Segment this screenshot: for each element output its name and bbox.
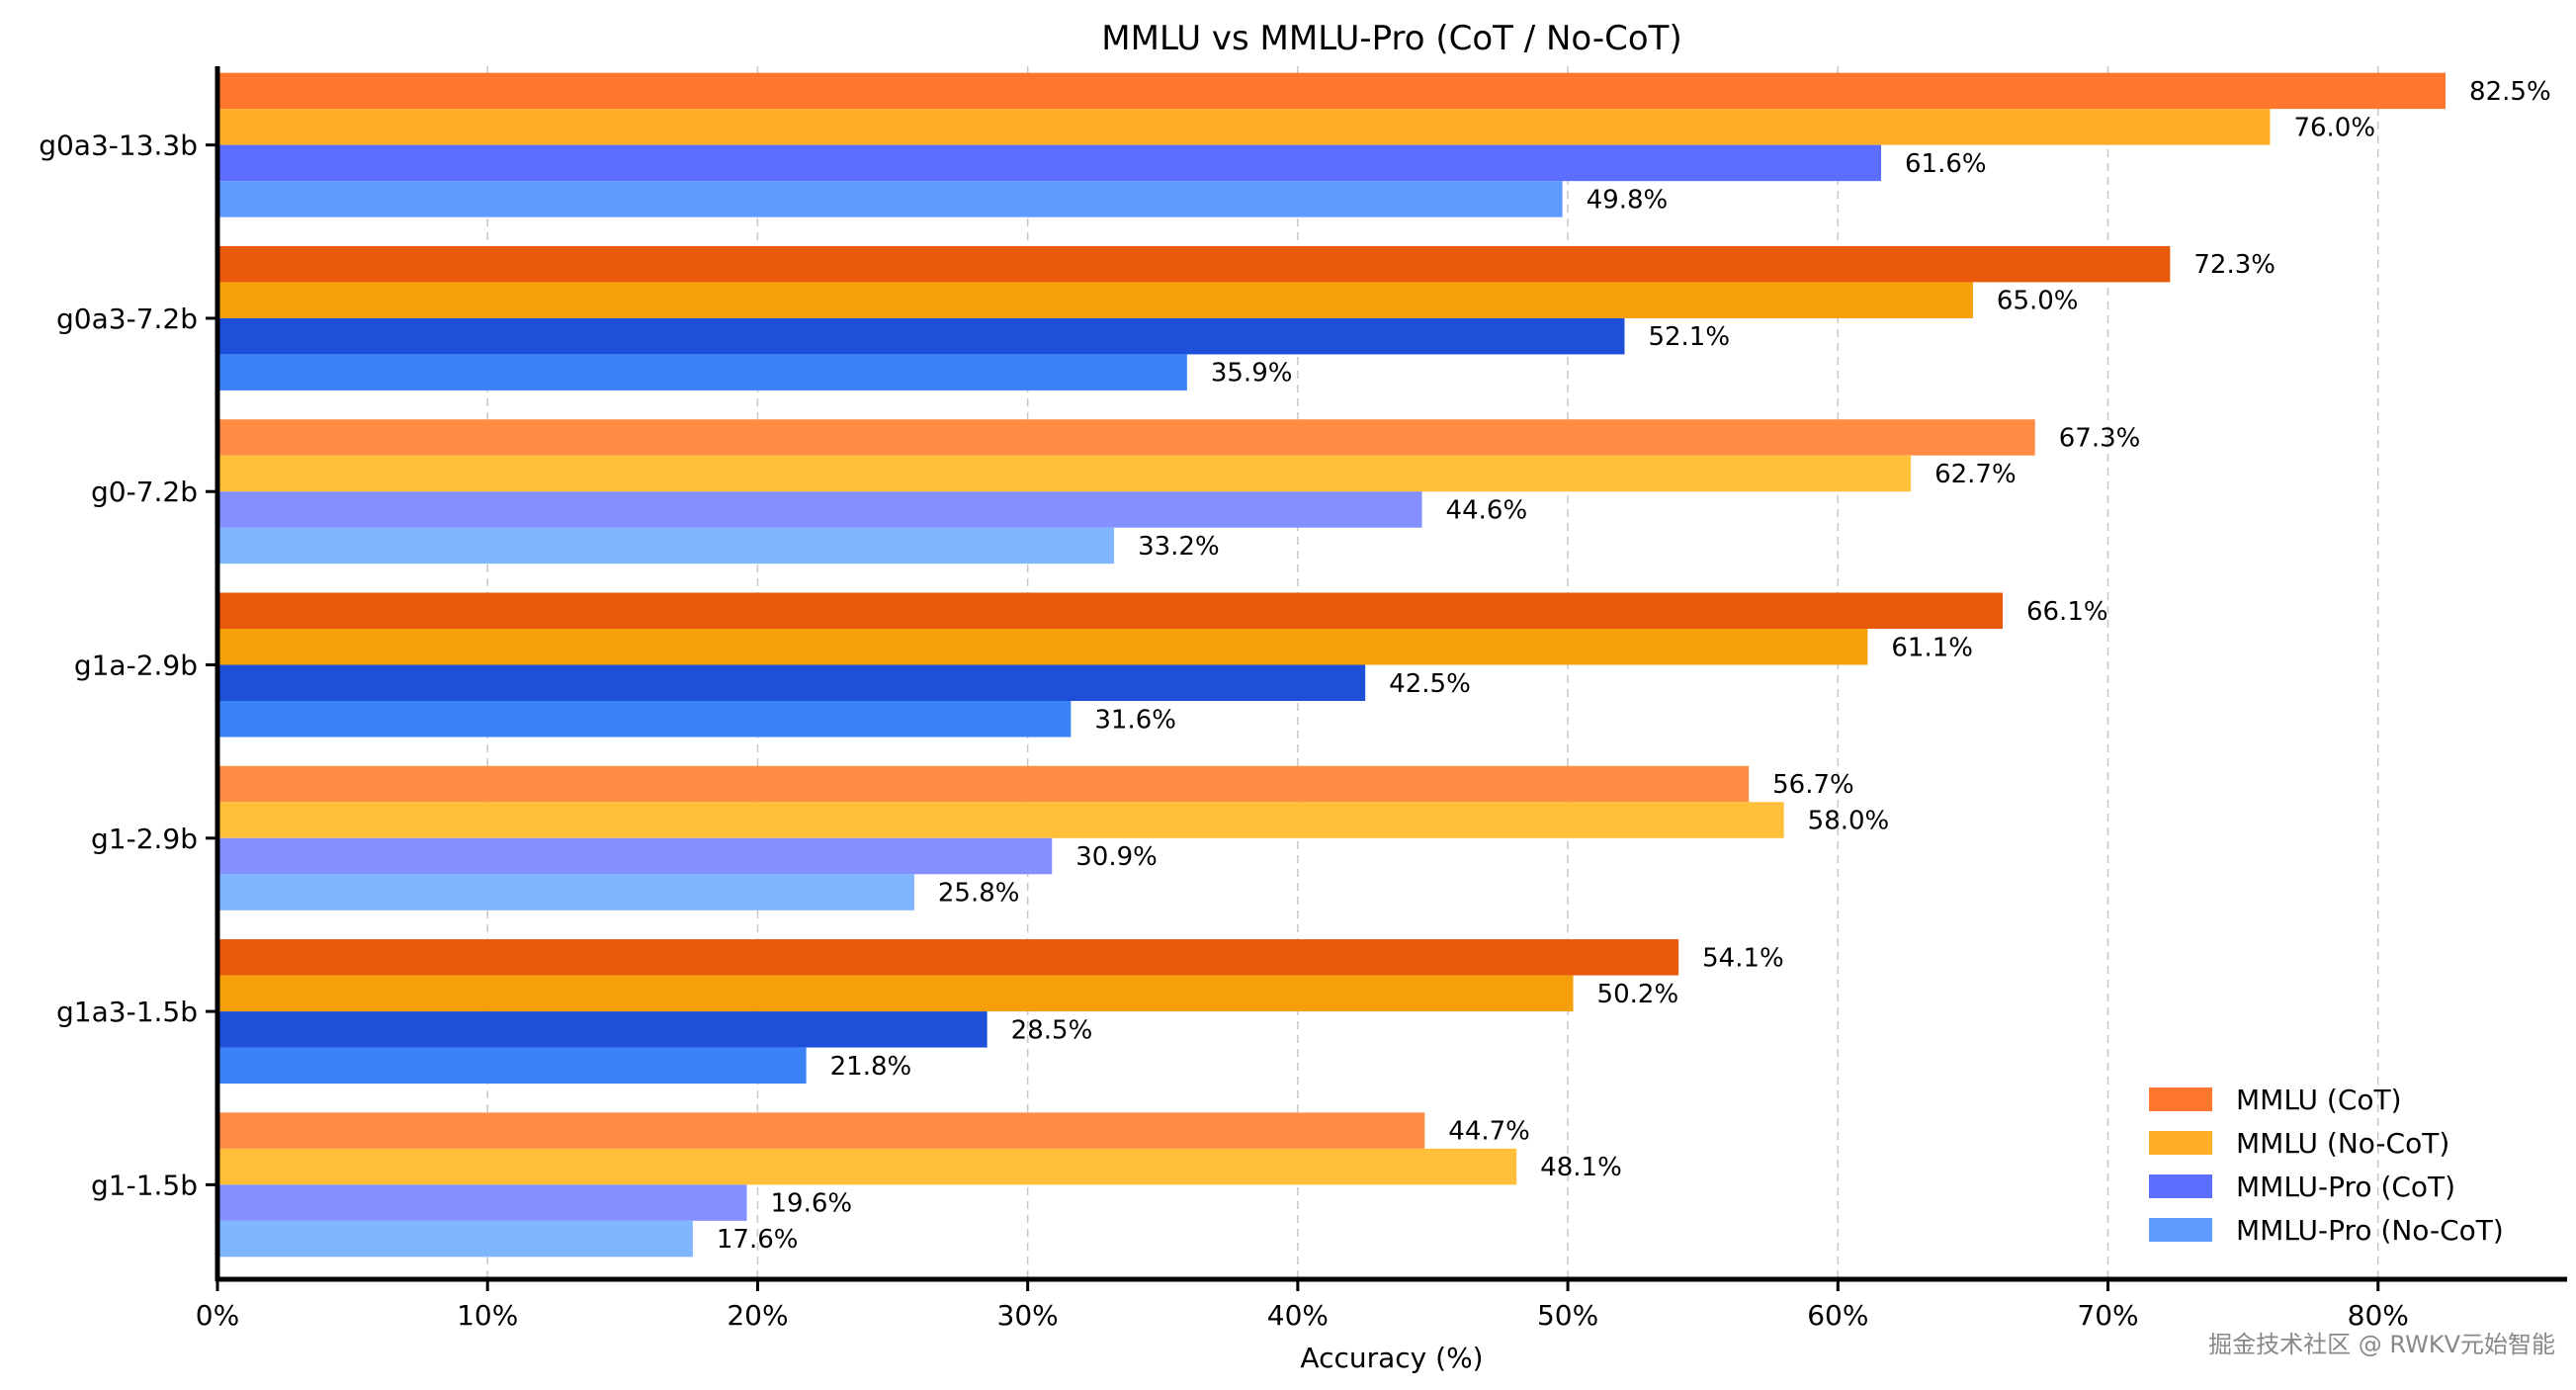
x-tick-label: 30%: [997, 1299, 1059, 1332]
data-label: 50.2%: [1597, 980, 1679, 1009]
bar: [217, 144, 1882, 182]
legend-label: MMLU (No-CoT): [2236, 1127, 2449, 1160]
x-axis-label: Accuracy (%): [1300, 1342, 1483, 1374]
x-tick-label: 10%: [457, 1299, 518, 1332]
data-label: 35.9%: [1211, 359, 1293, 389]
data-label: 62.7%: [1934, 460, 2017, 489]
legend-swatch: [2149, 1174, 2212, 1198]
data-label: 76.0%: [2293, 113, 2375, 142]
legend-swatch: [2149, 1218, 2212, 1242]
legend-label: MMLU-Pro (No-CoT): [2236, 1214, 2504, 1247]
bar: [217, 592, 2003, 629]
data-label: 66.1%: [2026, 597, 2108, 627]
y-tick-label: g1a-2.9b: [74, 650, 198, 682]
data-label: 19.6%: [771, 1189, 853, 1219]
bar: [217, 109, 2271, 145]
bar: [217, 975, 1574, 1012]
data-label: 42.5%: [1389, 669, 1471, 699]
data-label: 82.5%: [2469, 77, 2551, 107]
data-label: 58.0%: [1808, 807, 1890, 836]
y-tick-label: g1a3-1.5b: [56, 996, 198, 1028]
data-label: 65.0%: [1997, 287, 2079, 316]
bar: [217, 181, 1563, 217]
x-tick-label: 70%: [2077, 1299, 2138, 1332]
bar: [217, 837, 1053, 875]
y-tick-label: g0-7.2b: [91, 476, 198, 508]
bar: [217, 245, 2171, 283]
y-tick-label: g0a3-13.3b: [39, 130, 198, 162]
bar: [217, 282, 1973, 318]
bar: [217, 629, 1868, 665]
bar: [217, 1112, 1425, 1149]
y-tick-label: g0a3-7.2b: [56, 303, 198, 335]
y-tick-label: g1-1.5b: [91, 1169, 198, 1201]
bar: [217, 455, 1912, 492]
bar: [217, 701, 1072, 738]
bar: [217, 72, 2447, 110]
bar: [217, 802, 1784, 838]
bar: [217, 1220, 693, 1258]
legend: MMLU (CoT) MMLU (No-CoT) MMLU-Pro (CoT) MML…: [2149, 1084, 2504, 1247]
bar: [217, 1011, 987, 1048]
legend-swatch: [2149, 1087, 2212, 1111]
data-label: 33.2%: [1138, 532, 1220, 562]
data-label: 44.6%: [1446, 495, 1528, 525]
x-tick-label: 40%: [1267, 1299, 1329, 1332]
data-label: 28.5%: [1011, 1015, 1093, 1045]
bar: [217, 1047, 807, 1085]
data-label: 17.6%: [717, 1225, 799, 1255]
bar: [217, 491, 1422, 528]
data-label: 61.1%: [1891, 633, 1973, 662]
watermark: 掘金技术社区 @ RWKV元始智能: [2208, 1331, 2555, 1358]
data-label: 54.1%: [1702, 943, 1784, 973]
bar: [217, 939, 1679, 976]
bar: [217, 317, 1625, 355]
data-label: 61.6%: [1905, 149, 1987, 179]
legend-swatch: [2149, 1131, 2212, 1155]
x-tick-label: 60%: [1807, 1299, 1868, 1332]
chart-title: MMLU vs MMLU-Pro (CoT / No-CoT): [1101, 19, 1681, 58]
bar: [217, 419, 2035, 456]
data-label: 31.6%: [1094, 705, 1176, 735]
x-tick-label: 50%: [1537, 1299, 1598, 1332]
bar: [217, 874, 914, 911]
bar: [217, 1184, 747, 1221]
data-label: 25.8%: [938, 879, 1020, 909]
bar: [217, 664, 1366, 701]
bar: [217, 354, 1187, 391]
data-label: 52.1%: [1648, 322, 1730, 352]
data-label: 49.8%: [1587, 185, 1669, 215]
x-tick-label: 20%: [727, 1299, 788, 1332]
data-label: 44.7%: [1448, 1117, 1530, 1147]
x-tick-label: 80%: [2348, 1299, 2409, 1332]
x-tick-label: 0%: [196, 1299, 239, 1332]
y-tick-label: g1-2.9b: [91, 823, 198, 855]
legend-label: MMLU (CoT): [2236, 1084, 2402, 1116]
data-label: 56.7%: [1772, 770, 1854, 800]
data-label: 30.9%: [1075, 842, 1158, 872]
data-label: 72.3%: [2193, 250, 2275, 280]
data-label: 67.3%: [2059, 423, 2141, 453]
data-label: 21.8%: [830, 1052, 912, 1082]
bar: [217, 765, 1750, 803]
legend-label: MMLU-Pro (CoT): [2236, 1171, 2455, 1203]
bar: [217, 527, 1115, 565]
bar: [217, 1148, 1517, 1185]
data-label: 48.1%: [1540, 1153, 1622, 1182]
